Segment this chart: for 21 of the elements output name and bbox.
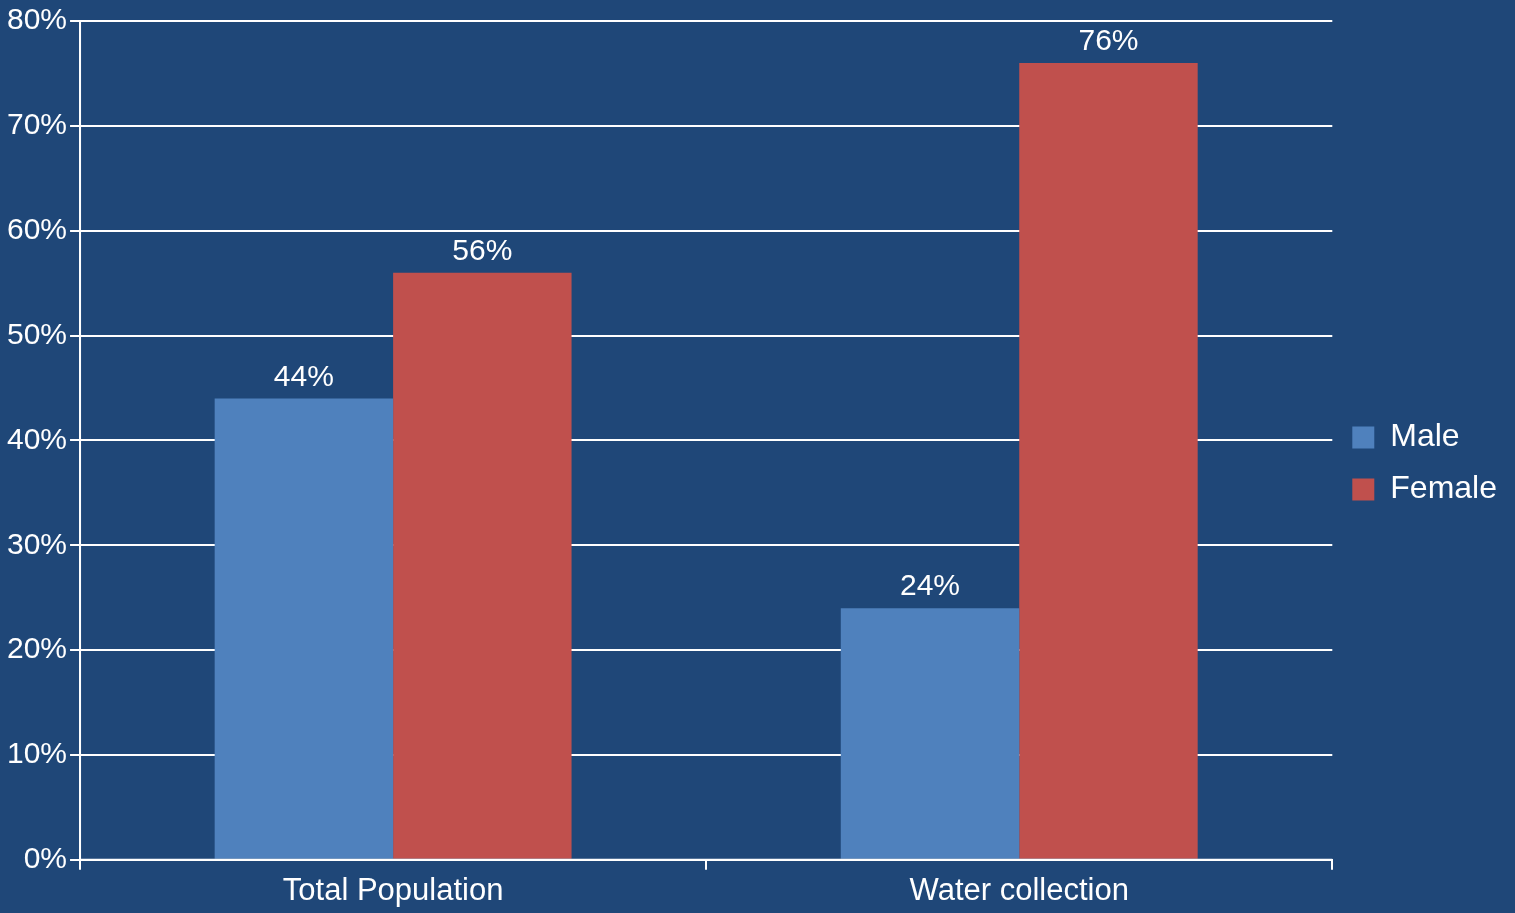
data-label: 76%	[1078, 23, 1139, 57]
bar	[393, 272, 572, 859]
y-tick-label: 60%	[7, 211, 68, 245]
bar	[840, 608, 1020, 859]
legend-label: Female	[1390, 469, 1497, 506]
bar	[214, 398, 394, 859]
y-tick-label: 50%	[7, 316, 68, 350]
legend-label: Male	[1390, 417, 1460, 454]
y-tick-label: 20%	[7, 631, 68, 665]
y-tick-label: 0%	[23, 841, 68, 875]
y-tick-label: 70%	[7, 107, 68, 141]
y-tick-label: 10%	[7, 736, 68, 770]
bar	[1019, 62, 1198, 859]
x-tick-label: Total Population	[282, 871, 504, 907]
data-label: 56%	[452, 232, 513, 266]
x-tick-label: Water collection	[909, 871, 1129, 907]
y-tick-label: 80%	[7, 2, 68, 36]
data-label: 44%	[273, 358, 334, 392]
y-tick-label: 30%	[7, 526, 68, 560]
data-label: 24%	[899, 568, 961, 602]
y-tick-label: 40%	[7, 421, 68, 455]
